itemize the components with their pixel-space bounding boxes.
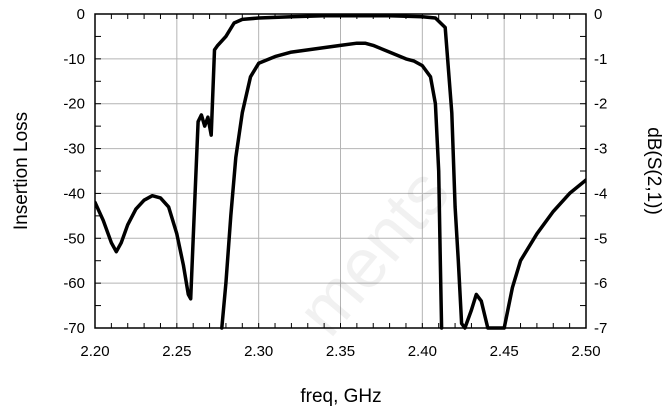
y-tick-label-left: -40 — [63, 185, 85, 202]
x-tick-label: 2.30 — [244, 343, 273, 360]
y-tick-label-left: -70 — [63, 320, 85, 337]
series-group — [95, 14, 586, 330]
y-tick-label-right: -3 — [594, 141, 607, 158]
plot-frame — [94, 13, 587, 329]
tick-labels: 2.20 2.25 2.30 2.35 2.40 2.45 2.500-10-20-30-4… — [63, 6, 607, 360]
x-tick-label: 2.35 — [326, 343, 355, 360]
y-tick-label-right: 0 — [594, 6, 602, 23]
x-tick-label: 2.40 — [408, 343, 437, 360]
x-tick-label: 2.20 — [80, 343, 109, 360]
y-tick-label-right: -6 — [594, 275, 607, 292]
y-tick-label-right: -7 — [594, 320, 607, 337]
y-tick-label-left: -20 — [63, 96, 85, 113]
x-tick-label: 2.50 — [571, 343, 600, 360]
x-axis-title: freq, GHz — [300, 386, 381, 407]
x-tick-label: 2.25 — [162, 343, 191, 360]
y-tick-label-right: -2 — [594, 96, 607, 113]
y-tick-label-right: -4 — [594, 185, 607, 202]
y-tick-label-left: 0 — [77, 6, 85, 23]
watermark: ments — [282, 153, 464, 349]
y-tick-label-right: -1 — [594, 51, 607, 68]
x-tick-label: 2.45 — [490, 343, 519, 360]
y-tick-label-left: -10 — [63, 51, 85, 68]
y-tick-label-right: -5 — [594, 230, 607, 247]
series-line-2 — [220, 41, 444, 330]
y-tick-label-left: -60 — [63, 275, 85, 292]
y-axis-title-left: Insertion Loss — [11, 112, 32, 230]
y-axis-title-right: dB(S(2,1)) — [643, 127, 664, 215]
series-line-1 — [95, 14, 586, 330]
grid — [95, 14, 586, 328]
y-tick-label-left: -30 — [63, 141, 85, 158]
y-tick-label-left: -50 — [63, 230, 85, 247]
